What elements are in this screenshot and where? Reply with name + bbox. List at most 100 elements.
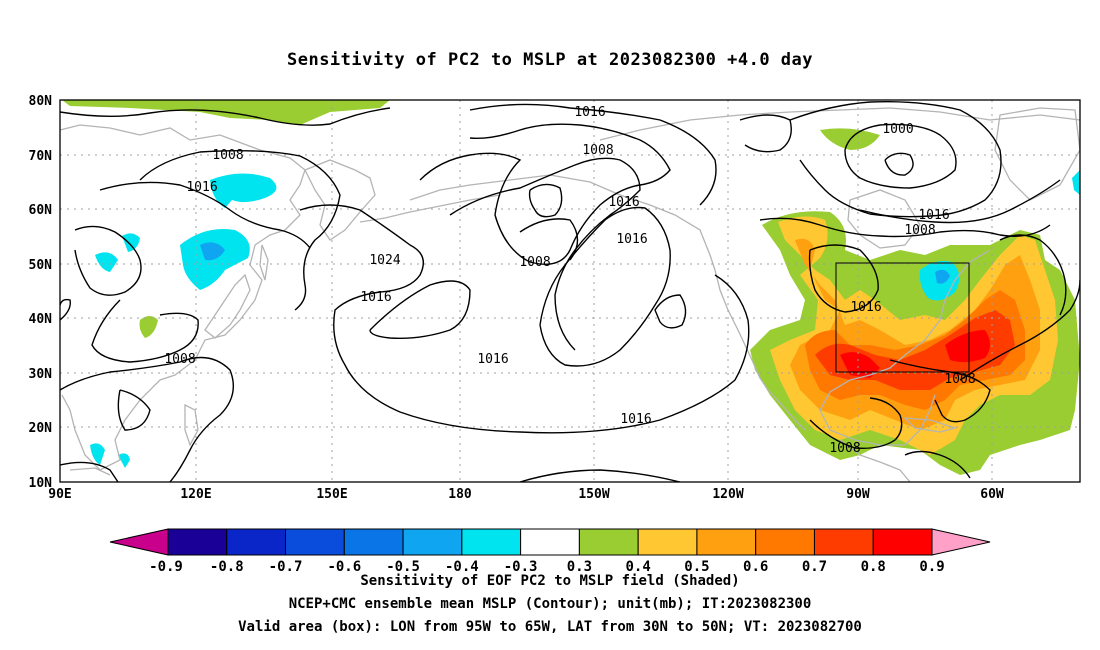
contour-1008-canada (789, 100, 1002, 218)
contour-labels: 1016100810161000100810161016100810161024… (164, 105, 975, 456)
lat-tick-label: 40N (29, 312, 53, 327)
caption-valid-area: Valid area (box): LON from 95W to 65W, L… (238, 619, 862, 635)
colorbar-high-arrow (931, 528, 991, 556)
mslp-contours (60, 100, 1080, 482)
contour-1016-siberia (99, 181, 311, 249)
contour-label: 1016 (620, 412, 651, 427)
colorbar-tick-label: -0.3 (504, 559, 538, 575)
coast-hudson (847, 189, 921, 249)
coast-asia (60, 124, 306, 471)
valid-area-box (835, 262, 970, 373)
lat-tick-label: 50N (29, 258, 53, 273)
contour-1016-east-box (808, 244, 879, 313)
shade-cyan-siberia (210, 173, 277, 208)
caption-shading: Sensitivity of EOF PC2 to MSLP field (Sh… (360, 573, 740, 589)
shade-cyan-west (95, 252, 118, 272)
colorbar-swatch (402, 528, 463, 556)
contour-label: 1008 (829, 441, 860, 456)
contour-1016-canada (759, 217, 1051, 238)
lat-tick-label: 60N (29, 203, 53, 218)
latitude-labels: 80N 70N 60N 50N 40N 30N 20N 10N (29, 94, 53, 491)
colorbar-tick-label: -0.6 (327, 559, 361, 575)
contour-1016-east2 (999, 234, 1067, 316)
caption-contour: NCEP+CMC ensemble mean MSLP (Contour); u… (288, 596, 812, 612)
contour-1016-center (449, 157, 641, 351)
shade-green-small-wpac (139, 316, 158, 338)
contour-1008-west (74, 225, 142, 296)
coast-na-east (819, 249, 991, 446)
colorbar-swatch (755, 528, 815, 556)
page-title: Sensitivity of PC2 to MSLP at 2023082300… (286, 50, 813, 70)
lon-tick-label: 150E (316, 487, 347, 502)
coast-indonesia (69, 467, 111, 476)
contour-1016-west-box (519, 218, 579, 261)
lat-tick-label: 70N (29, 149, 53, 164)
lon-tick-label: 120W (712, 487, 743, 502)
contour-label: 1008 (519, 255, 550, 270)
colorbar-swatch (872, 528, 933, 556)
coast-arctic-america (599, 107, 1080, 141)
contour-1008-box (889, 359, 991, 423)
contour-1016-ne (739, 114, 792, 153)
shade-cyan-se-asia2 (118, 453, 130, 468)
contour-1008-siberia (139, 149, 341, 311)
contour-label: 1016 (186, 180, 217, 195)
plot-frame (59, 99, 1081, 483)
sensitivity-shading (62, 100, 1080, 475)
lat-tick-label: 20N (29, 421, 53, 436)
colorbar-tick-label: 0.5 (684, 559, 709, 575)
contour-label: 1016 (608, 195, 639, 210)
coast-japan (204, 273, 251, 339)
contour-1008-lower-w (60, 356, 234, 482)
colorbar-tick-label: 0.4 (626, 559, 651, 575)
colorbar-swatch (343, 528, 404, 556)
contour-1008-south (117, 389, 151, 431)
colorbar-tick-label: 0.6 (743, 559, 768, 575)
shade-cyan-se-asia (90, 443, 105, 465)
contour-1016-top (60, 107, 391, 126)
shade-red-east2 (945, 330, 990, 363)
contour-1008-low-center (528, 183, 563, 218)
shade-cyan-mongolia (180, 229, 250, 290)
shade-cyan-east-edge (1072, 170, 1080, 195)
colorbar-tick-label: 0.9 (919, 559, 944, 575)
contour-label: 1016 (477, 352, 508, 367)
colorbar (109, 528, 991, 556)
lon-tick-label: 150W (578, 487, 609, 502)
coast-philippines (184, 403, 199, 447)
contour-1016-mid (469, 103, 717, 206)
colorbar-swatch (696, 528, 757, 556)
coast-sakhalin (259, 244, 269, 281)
shade-blue-mongolia (200, 242, 225, 261)
colorbar-swatch (520, 528, 580, 556)
contour-label: 1008 (212, 148, 243, 163)
colorbar-labels: -0.9 -0.8 -0.7 -0.6 -0.5 -0.4 -0.3 0.3 0.4 0.5 0.6… (149, 559, 945, 575)
contour-label: 1016 (850, 300, 881, 315)
lon-tick-label: 90E (48, 487, 71, 502)
contour-label: 1008 (904, 223, 935, 238)
colorbar-tick-label: -0.8 (210, 559, 244, 575)
colorbar-swatch (167, 528, 228, 556)
contour-1008-inner (91, 299, 199, 363)
colorbar-tick-label: 0.8 (861, 559, 886, 575)
lat-tick-label: 80N (29, 94, 53, 109)
contour-label: 1016 (574, 105, 605, 120)
contour-1000-inner (884, 152, 914, 176)
contour-1008-gulf (809, 397, 903, 450)
colorbar-swatch (226, 528, 287, 556)
contour-1016-west-low (60, 298, 71, 321)
contour-1024-inner (654, 294, 687, 329)
contour-sw-lows (60, 461, 119, 482)
contour-1016-pacific (299, 204, 750, 434)
colorbar-tick-label: 0.7 (802, 559, 827, 575)
colorbar-low-arrow (109, 528, 169, 556)
contour-1000 (844, 123, 957, 189)
shade-blue-canada (935, 269, 950, 284)
colorbar-tick-label: -0.5 (386, 559, 420, 575)
lon-tick-label: 60W (980, 487, 1004, 502)
coast-alaska (409, 174, 716, 271)
contour-label: 1008 (944, 372, 975, 387)
contour-1024 (539, 206, 671, 367)
coast-central-am (839, 439, 911, 482)
